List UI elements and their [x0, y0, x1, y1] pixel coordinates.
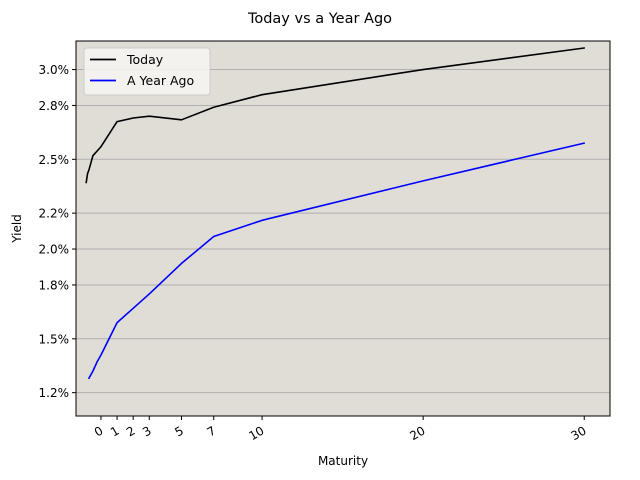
y-tick-label: 2.8% [39, 99, 70, 113]
chart-title: Today vs a Year Ago [247, 11, 392, 27]
x-tick-label: 2 [124, 423, 138, 439]
x-tick-label: 5 [172, 423, 186, 439]
y-tick-label: 2.2% [39, 207, 70, 221]
x-tick-label: 3 [140, 423, 154, 439]
y-tick-label: 1.8% [39, 278, 70, 292]
y-axis-label: Yield [10, 214, 24, 244]
y-tick-label: 1.5% [39, 332, 70, 346]
y-axis-ticks: 1.2% 1.5% 1.8% 2.0% 2.2% 2.5% 2.8% 3.0% [39, 63, 76, 400]
plot-background [76, 41, 610, 416]
plot-frame [75, 40, 611, 417]
series-line-0 [85, 47, 586, 184]
y-tick-label: 2.5% [39, 153, 70, 167]
x-tick-label: 10 [246, 423, 266, 443]
series-lines [85, 47, 586, 380]
x-tick-label: 1 [108, 423, 122, 439]
grid-lines [76, 69, 610, 394]
x-tick-label: 0 [92, 423, 106, 439]
y-tick-label: 3.0% [39, 63, 70, 77]
x-tick-label: 7 [205, 423, 219, 439]
y-tick-label: 2.0% [39, 243, 70, 257]
y-tick-label: 1.2% [39, 386, 70, 400]
x-tick-label: 30 [568, 423, 588, 443]
x-tick-label: 20 [407, 423, 427, 443]
legend-label-today: Today [126, 52, 164, 67]
legend-label-a-year-ago: A Year Ago [127, 73, 194, 88]
legend: Today A Year Ago [83, 47, 211, 96]
series-line-1 [88, 142, 586, 380]
x-axis-ticks: 0 1 2 3 5 7 10 20 30 [92, 416, 589, 443]
x-axis-label: Maturity [318, 454, 368, 468]
